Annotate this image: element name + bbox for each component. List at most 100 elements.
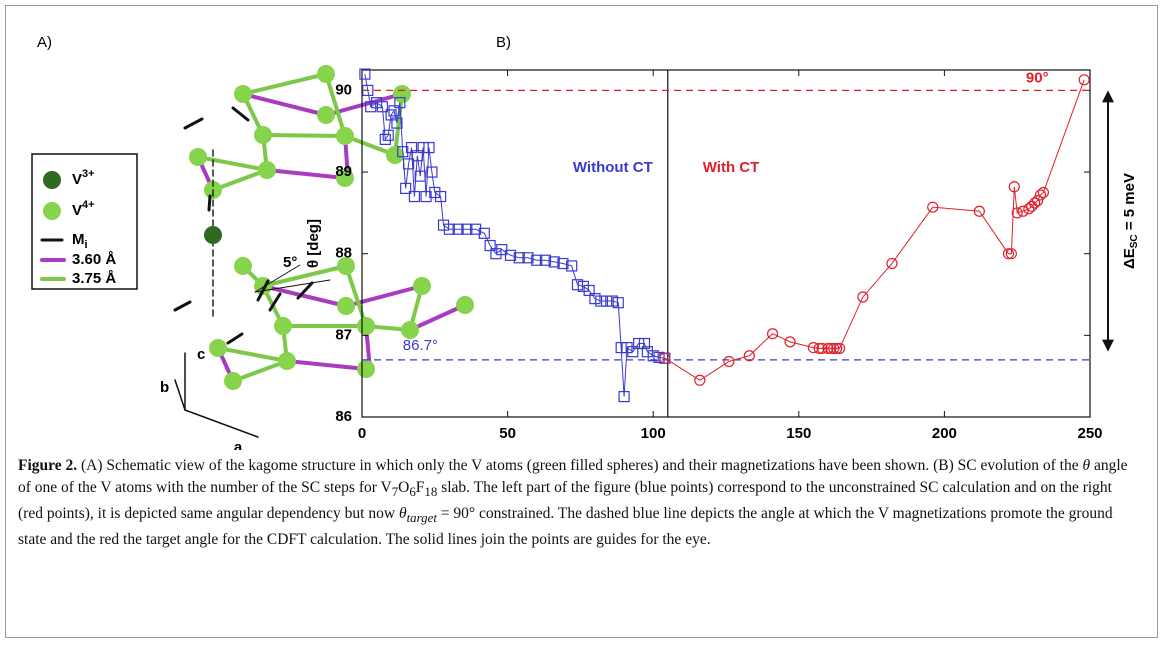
data-point [443, 223, 455, 235]
data-point [1023, 203, 1035, 215]
caption-sub: 7 [391, 484, 399, 500]
data-point [385, 109, 397, 121]
data-point [1034, 189, 1047, 201]
data-point [557, 257, 569, 270]
data-point [429, 186, 441, 199]
caption-symbol: θ [398, 505, 407, 523]
x-tick-label: 200 [932, 425, 957, 442]
data-point [641, 346, 653, 358]
data-point [1026, 200, 1038, 212]
caption-text: O [398, 479, 410, 496]
legend-text: M [72, 231, 85, 248]
y-axis-label: θ [deg] [305, 219, 322, 268]
energy-text: = 5 meV [1121, 173, 1138, 234]
data-point [513, 252, 525, 264]
axis-label: b [160, 379, 169, 396]
series-label: Without CT [573, 159, 653, 176]
figure: A) V3+V4+Mi3.60 Å3.75 Å 5° a b c B)0 50 10… [31, 34, 1140, 450]
data-point [539, 254, 552, 266]
data-point [822, 342, 834, 355]
caption-text: (A) Schematic view of the kagome structu… [81, 457, 1083, 474]
data-point [615, 342, 627, 354]
data-point [612, 297, 624, 309]
data-point [400, 182, 412, 194]
data-point [857, 291, 869, 303]
legend-label: V3+ [72, 168, 95, 188]
legend-text: 3.75 Å [72, 270, 116, 287]
x-tick-label: 50 [499, 425, 516, 442]
data-point [522, 252, 534, 264]
legend-sup: 4+ [82, 199, 95, 211]
energy-text: ΔE [1121, 248, 1138, 269]
data-point [478, 227, 490, 239]
legend-label: Mi [72, 231, 88, 251]
data-point [828, 342, 840, 355]
panel-label: A) [37, 34, 52, 51]
panel-label: B) [496, 34, 511, 51]
data-point [1005, 248, 1017, 260]
data-point [452, 223, 464, 235]
data-point [437, 219, 450, 231]
data-point [577, 280, 589, 292]
data-point [583, 284, 595, 297]
data-point [784, 336, 796, 348]
y-tick-label: 90 [335, 81, 352, 98]
data-point [414, 170, 426, 182]
data-point [370, 97, 383, 109]
kagome-structure [31, 65, 474, 438]
legend-sup: 3+ [82, 168, 95, 180]
data-point [496, 244, 508, 256]
figure-frame [5, 5, 1158, 638]
data-point [1008, 181, 1020, 193]
energy-sub: SC [1129, 234, 1140, 248]
data-point [461, 223, 473, 235]
data-point [504, 249, 517, 261]
data-point [743, 350, 755, 362]
data-point [638, 337, 651, 350]
caption-label: Figure 2. [18, 457, 78, 474]
data-point [653, 351, 665, 363]
series-label: With CT [703, 159, 760, 176]
data-point [601, 295, 613, 307]
data-point [831, 342, 843, 355]
caption-sub: 6 [409, 484, 416, 500]
data-point [365, 101, 377, 113]
data-point [388, 105, 400, 117]
data-point [659, 352, 671, 364]
data-point [1017, 205, 1029, 217]
data-point [647, 350, 659, 362]
data-point [595, 295, 607, 307]
data-point [469, 223, 482, 235]
data-point [402, 158, 415, 170]
data-point [766, 328, 779, 340]
data-point [606, 295, 619, 307]
legend: V3+V4+Mi3.60 Å3.75 Å [72, 168, 116, 287]
y-tick-label: 88 [335, 245, 352, 262]
data-point [411, 150, 423, 162]
legend-label: V4+ [72, 199, 95, 219]
data-point [723, 355, 735, 368]
reference-label: 90° [1026, 69, 1049, 86]
legend-label: 3.75 Å [72, 270, 116, 287]
y-tick-label: 86 [335, 408, 352, 425]
data-point [566, 260, 578, 272]
data-point [376, 101, 388, 113]
data-point [382, 129, 394, 141]
x-tick-label: 0 [358, 425, 366, 442]
data-point [394, 97, 406, 109]
data-point [362, 84, 374, 97]
data-point [420, 190, 432, 203]
axis-label: c [197, 346, 205, 363]
series-line [664, 79, 1085, 381]
caption-text: = 90° constrained. The dashed blue line … [18, 505, 1113, 549]
plot-frame [361, 69, 1091, 418]
data-point [927, 201, 939, 213]
data-point [490, 248, 502, 260]
data-point [694, 374, 706, 386]
data-point [531, 254, 543, 266]
energy-label: ΔESC = 5 meV [1121, 173, 1140, 269]
arrow-head [1102, 339, 1114, 352]
data-point [816, 342, 828, 355]
x-tick-label: 100 [641, 425, 666, 442]
